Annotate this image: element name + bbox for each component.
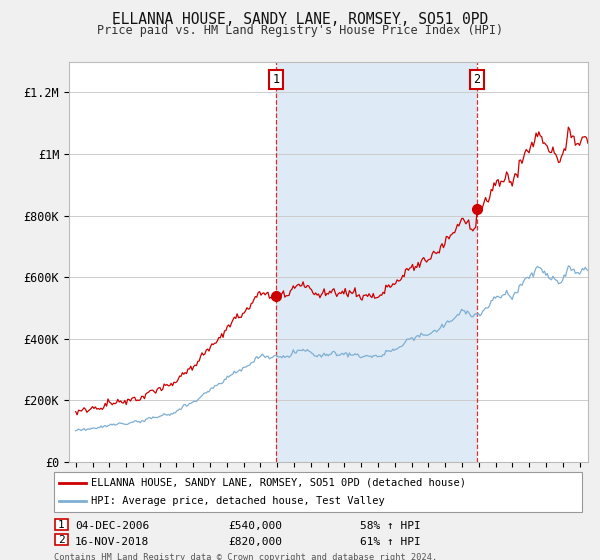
Text: HPI: Average price, detached house, Test Valley: HPI: Average price, detached house, Test…: [91, 496, 385, 506]
Bar: [276, 62, 477, 462]
Text: £540,000: £540,000: [228, 521, 282, 531]
Text: 16-NOV-2018: 16-NOV-2018: [75, 536, 149, 547]
Text: Price paid vs. HM Land Registry's House Price Index (HPI): Price paid vs. HM Land Registry's House …: [97, 24, 503, 36]
Text: Contains HM Land Registry data © Crown copyright and database right 2024.
This d: Contains HM Land Registry data © Crown c…: [54, 553, 437, 560]
Text: 2: 2: [473, 73, 481, 86]
Text: 58% ↑ HPI: 58% ↑ HPI: [360, 521, 421, 531]
Text: 61% ↑ HPI: 61% ↑ HPI: [360, 536, 421, 547]
FancyBboxPatch shape: [55, 534, 68, 545]
Text: 1: 1: [272, 73, 280, 86]
Text: 2: 2: [58, 535, 65, 545]
FancyBboxPatch shape: [55, 519, 68, 530]
Text: ELLANNA HOUSE, SANDY LANE, ROMSEY, SO51 0PD (detached house): ELLANNA HOUSE, SANDY LANE, ROMSEY, SO51 …: [91, 478, 466, 488]
Text: ELLANNA HOUSE, SANDY LANE, ROMSEY, SO51 0PD: ELLANNA HOUSE, SANDY LANE, ROMSEY, SO51 …: [112, 12, 488, 27]
Text: 04-DEC-2006: 04-DEC-2006: [75, 521, 149, 531]
FancyBboxPatch shape: [54, 472, 582, 512]
Text: 1: 1: [58, 520, 65, 530]
Text: £820,000: £820,000: [228, 536, 282, 547]
